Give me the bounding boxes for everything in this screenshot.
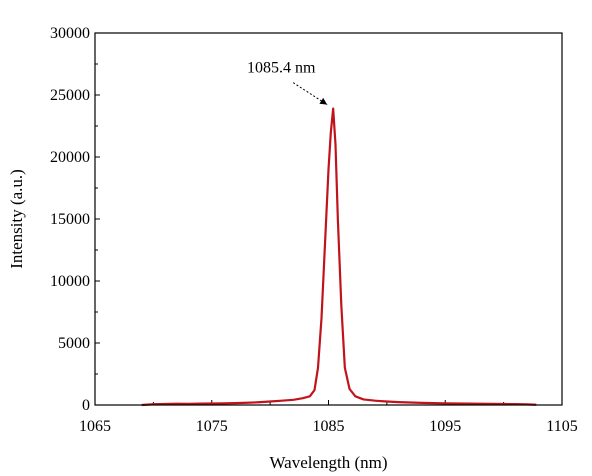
- x-tick-label: 1065: [79, 418, 111, 435]
- y-tick-label: 5000: [58, 335, 90, 352]
- y-axis-title: Intensity (a.u.): [7, 169, 26, 269]
- y-axis-ticks: 0 5000 10000 15000 20000 25000 30000: [50, 25, 100, 414]
- x-tick-label: 1085: [313, 418, 345, 435]
- peak-annotation-arrowhead: [319, 97, 328, 105]
- y-tick-label: 30000: [50, 25, 90, 42]
- y-tick-label: 0: [82, 397, 90, 414]
- peak-annotation-label: 1085.4 nm: [247, 60, 316, 77]
- x-tick-label: 1105: [546, 418, 577, 435]
- y-tick-label: 20000: [50, 149, 90, 166]
- y-tick-label: 10000: [50, 273, 90, 290]
- spectrum-line: [141, 107, 537, 407]
- y-tick-label: 25000: [50, 87, 90, 104]
- plot-frame: [94, 32, 563, 406]
- x-tick-label: 1095: [429, 418, 461, 435]
- x-axis-ticks: 1065 1075 1085 1095 1105: [79, 400, 578, 435]
- y-tick-label: 15000: [50, 211, 90, 228]
- x-axis-title: Wavelength (nm): [269, 453, 387, 472]
- x-tick-label: 1075: [196, 418, 228, 435]
